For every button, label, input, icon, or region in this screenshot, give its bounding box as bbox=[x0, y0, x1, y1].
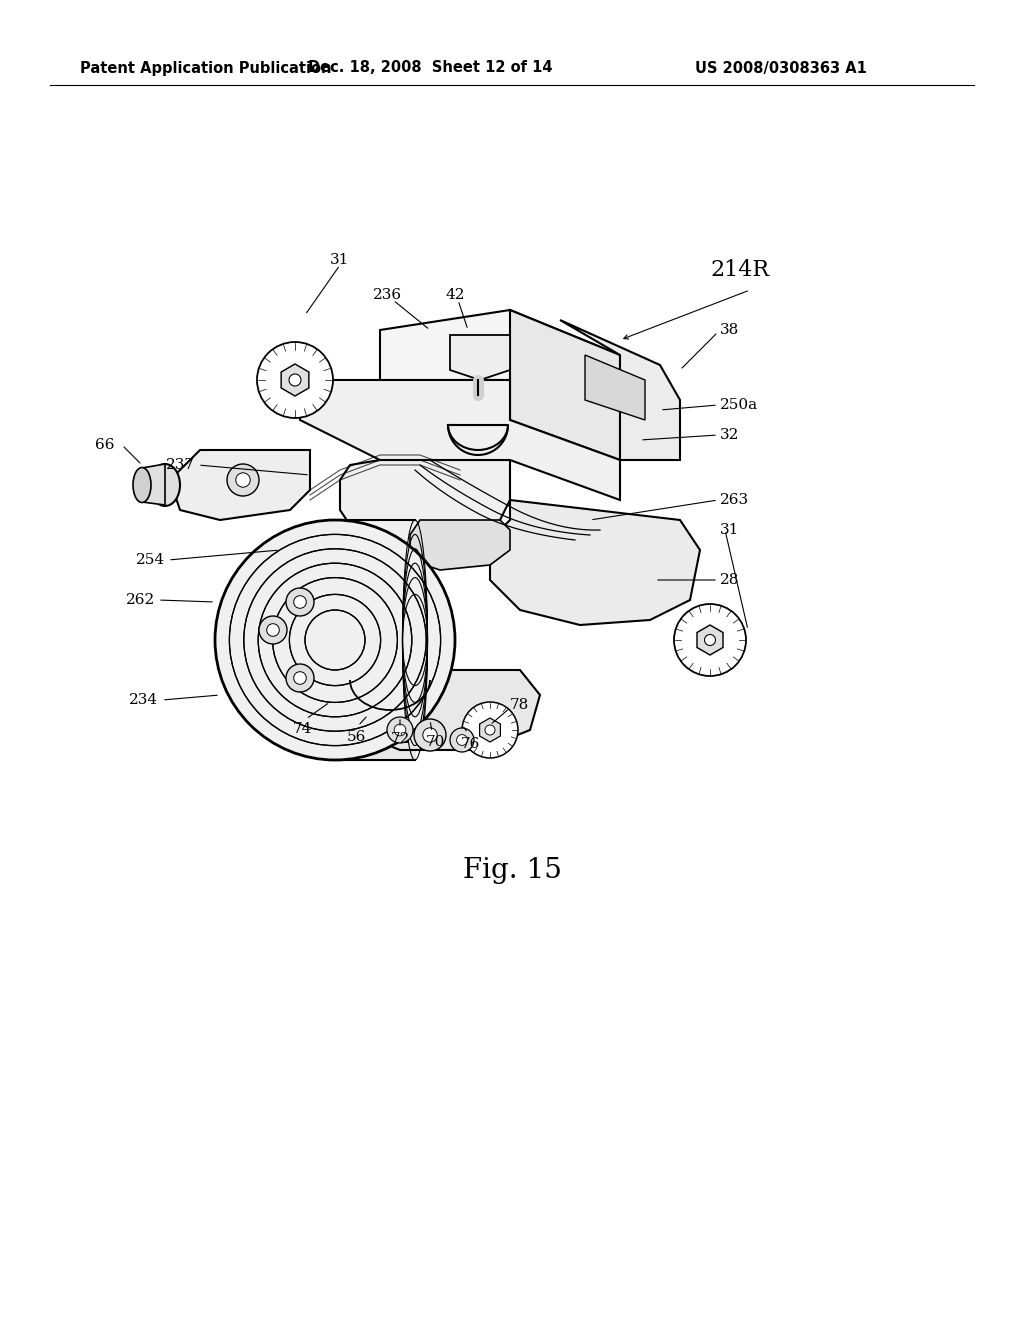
Circle shape bbox=[457, 735, 467, 746]
Text: 38: 38 bbox=[720, 323, 739, 337]
Polygon shape bbox=[282, 364, 309, 396]
Polygon shape bbox=[450, 335, 510, 380]
Polygon shape bbox=[410, 520, 510, 570]
Circle shape bbox=[387, 717, 413, 743]
Polygon shape bbox=[585, 355, 645, 420]
Polygon shape bbox=[142, 465, 165, 506]
Circle shape bbox=[294, 672, 306, 684]
Circle shape bbox=[286, 664, 314, 692]
Circle shape bbox=[462, 702, 518, 758]
Circle shape bbox=[674, 605, 746, 676]
Polygon shape bbox=[170, 450, 310, 520]
Circle shape bbox=[259, 616, 287, 644]
Circle shape bbox=[485, 725, 495, 735]
Circle shape bbox=[705, 635, 716, 645]
Circle shape bbox=[227, 465, 259, 496]
Circle shape bbox=[266, 624, 280, 636]
Circle shape bbox=[414, 719, 446, 751]
Text: 254: 254 bbox=[136, 553, 165, 568]
Circle shape bbox=[294, 595, 306, 609]
Polygon shape bbox=[479, 718, 501, 742]
Text: 42: 42 bbox=[445, 288, 465, 302]
Polygon shape bbox=[340, 459, 510, 560]
Text: 31: 31 bbox=[720, 523, 739, 537]
Text: 214R: 214R bbox=[710, 259, 769, 281]
Text: 234: 234 bbox=[129, 693, 158, 708]
Text: 237: 237 bbox=[166, 458, 195, 473]
Text: 70: 70 bbox=[425, 735, 444, 748]
Polygon shape bbox=[380, 310, 620, 420]
Polygon shape bbox=[560, 319, 680, 459]
Text: 32: 32 bbox=[720, 428, 739, 442]
Circle shape bbox=[257, 342, 333, 418]
Text: 263: 263 bbox=[720, 492, 750, 507]
Polygon shape bbox=[490, 500, 700, 624]
Text: 66: 66 bbox=[95, 438, 115, 451]
Text: 72: 72 bbox=[390, 733, 410, 746]
Text: 262: 262 bbox=[126, 593, 155, 607]
Text: 236: 236 bbox=[374, 288, 402, 302]
Text: Dec. 18, 2008  Sheet 12 of 14: Dec. 18, 2008 Sheet 12 of 14 bbox=[308, 61, 552, 75]
Circle shape bbox=[423, 727, 437, 742]
Ellipse shape bbox=[150, 465, 180, 506]
Text: Fig. 15: Fig. 15 bbox=[463, 857, 561, 883]
Circle shape bbox=[394, 725, 406, 735]
Text: 28: 28 bbox=[720, 573, 739, 587]
Circle shape bbox=[215, 520, 455, 760]
Text: 56: 56 bbox=[346, 730, 366, 744]
Text: 78: 78 bbox=[510, 698, 529, 711]
Text: US 2008/0308363 A1: US 2008/0308363 A1 bbox=[695, 61, 867, 75]
Text: 74: 74 bbox=[292, 722, 311, 737]
Text: Patent Application Publication: Patent Application Publication bbox=[80, 61, 332, 75]
Text: 250a: 250a bbox=[720, 399, 758, 412]
Circle shape bbox=[236, 473, 250, 487]
Circle shape bbox=[289, 374, 301, 385]
Circle shape bbox=[286, 587, 314, 616]
Circle shape bbox=[450, 729, 474, 752]
Polygon shape bbox=[300, 380, 620, 500]
Ellipse shape bbox=[133, 467, 151, 503]
Polygon shape bbox=[510, 310, 620, 459]
Polygon shape bbox=[340, 671, 540, 750]
Polygon shape bbox=[697, 624, 723, 655]
Text: 31: 31 bbox=[331, 253, 349, 267]
Text: 76: 76 bbox=[461, 737, 479, 751]
